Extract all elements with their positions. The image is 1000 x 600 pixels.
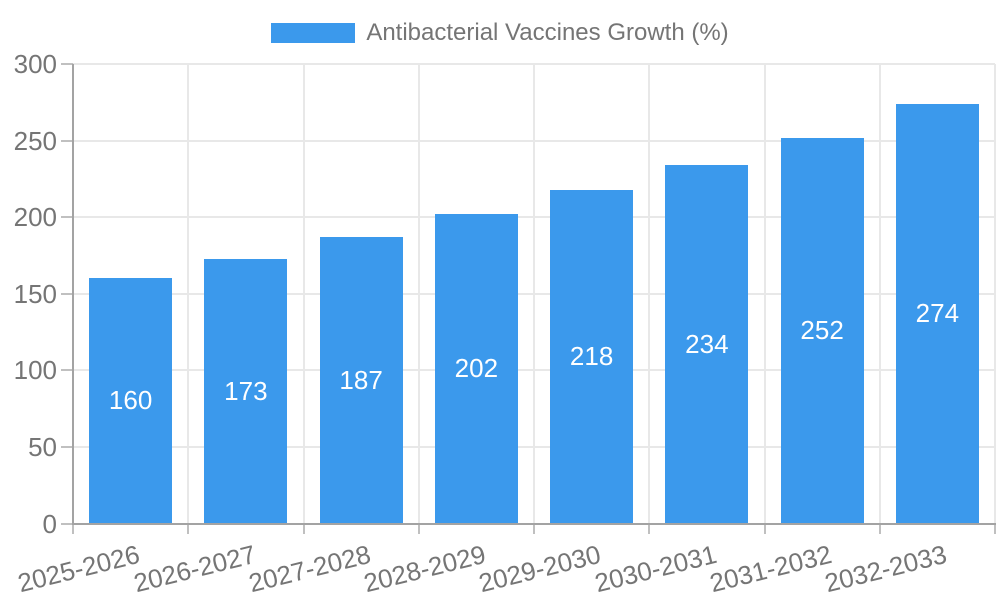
- y-tick: [61, 63, 73, 65]
- y-tick-label: 200: [13, 202, 57, 233]
- x-tick-label: 2031-2032: [706, 539, 835, 599]
- bar[interactable]: 160: [89, 278, 173, 524]
- v-gridline: [648, 64, 651, 524]
- v-gridline: [878, 64, 881, 524]
- legend-label: Antibacterial Vaccines Growth (%): [366, 19, 729, 46]
- y-tick-label: 100: [13, 355, 57, 386]
- y-tick: [61, 445, 73, 448]
- y-tick-label: 0: [42, 508, 57, 539]
- v-gridline: [533, 64, 535, 524]
- x-tick: [763, 523, 766, 534]
- y-tick: [61, 216, 73, 219]
- bar-value-label: 173: [224, 375, 268, 406]
- bar-value-label: 202: [454, 353, 499, 384]
- y-axis-line: [72, 64, 74, 524]
- x-tick-label: 2025-2026: [14, 539, 143, 599]
- bar-value-label: 234: [685, 328, 729, 359]
- x-tick: [533, 523, 535, 534]
- x-tick-label: 2026-2027: [130, 539, 259, 599]
- v-gridline: [302, 64, 305, 524]
- v-gridline: [763, 64, 766, 524]
- bar-value-label: 218: [569, 341, 614, 372]
- x-tick: [994, 523, 996, 534]
- bar[interactable]: 274: [895, 103, 979, 524]
- v-gridline: [187, 64, 190, 524]
- x-tick-label: 2032-2033: [821, 539, 950, 599]
- x-tick: [302, 523, 305, 534]
- y-tick: [61, 292, 73, 295]
- x-tick: [878, 523, 881, 534]
- bar[interactable]: 173: [204, 258, 288, 524]
- bar-value-label: 252: [800, 315, 844, 345]
- x-tick-label: 2027-2028: [245, 539, 374, 599]
- v-gridline: [417, 64, 420, 524]
- x-tick: [648, 523, 651, 534]
- y-tick-label: 150: [13, 278, 57, 309]
- x-tick-label: 2028-2029: [360, 539, 489, 599]
- bar-value-label: 160: [108, 385, 153, 416]
- y-tick-label: 50: [28, 431, 57, 462]
- x-axis-line: [72, 522, 996, 525]
- bar[interactable]: 234: [665, 165, 749, 524]
- bar[interactable]: 252: [780, 137, 864, 524]
- y-tick: [61, 139, 73, 142]
- bar[interactable]: 202: [434, 214, 518, 524]
- x-tick-label: 2029-2030: [475, 539, 604, 599]
- bar[interactable]: 218: [550, 189, 634, 524]
- y-tick: [61, 369, 73, 372]
- bar-value-label: 274: [915, 298, 960, 329]
- legend[interactable]: Antibacterial Vaccines Growth (%): [0, 19, 1000, 46]
- y-tick-label: 300: [13, 49, 57, 79]
- x-tick: [72, 523, 74, 534]
- x-tick: [417, 523, 420, 534]
- bar-value-label: 187: [339, 364, 383, 395]
- legend-swatch: [271, 23, 356, 43]
- x-tick-label: 2030-2031: [591, 539, 720, 599]
- x-tick: [187, 523, 190, 534]
- bar[interactable]: 187: [319, 237, 403, 524]
- y-tick-label: 250: [13, 125, 57, 156]
- v-gridline: [994, 64, 996, 524]
- y-tick: [61, 522, 73, 525]
